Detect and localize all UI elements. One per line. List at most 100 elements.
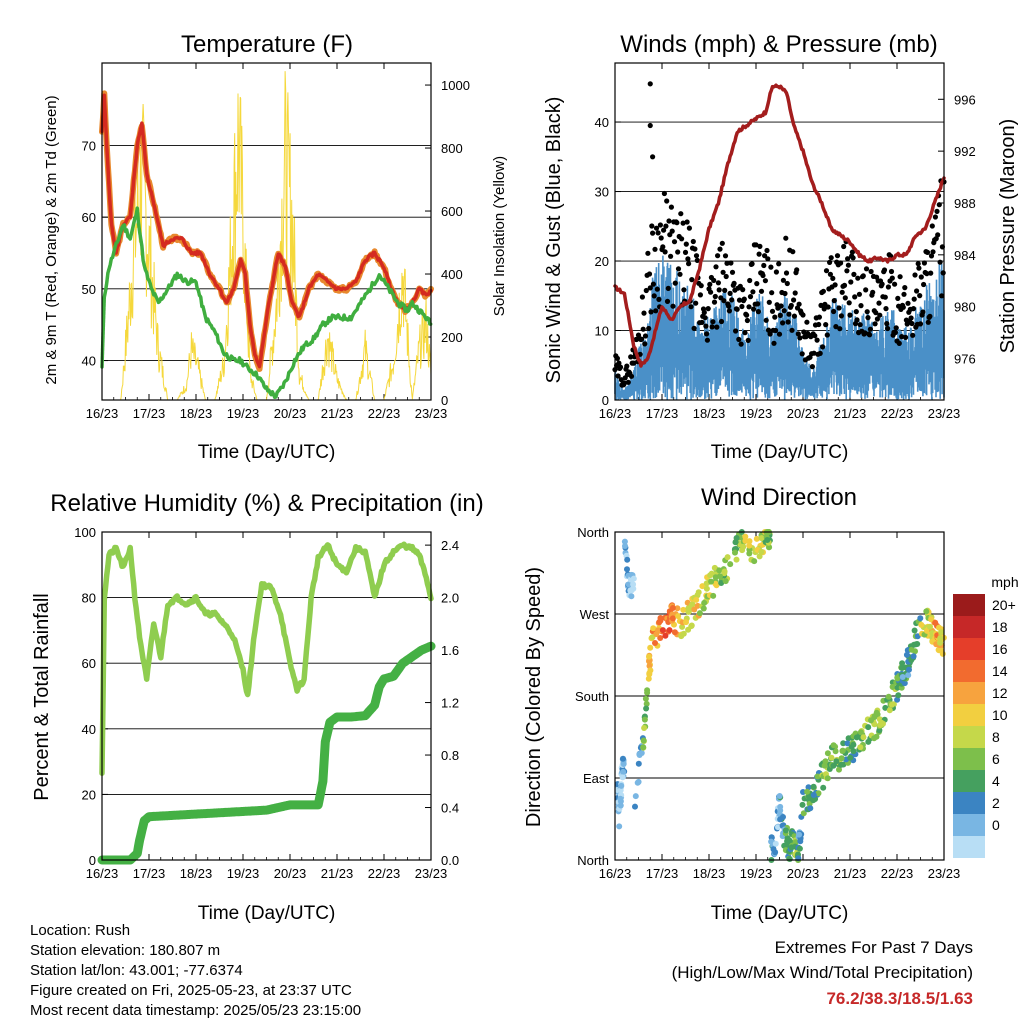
gust-point <box>645 250 651 256</box>
direction-point <box>691 606 698 613</box>
gust-point <box>867 326 874 332</box>
gust-point <box>766 299 772 305</box>
direction-point <box>885 693 892 700</box>
gust-point <box>646 325 652 332</box>
gust-point <box>855 275 861 281</box>
gust-point <box>668 253 674 259</box>
gust-point <box>741 296 747 302</box>
gust-point <box>628 373 635 379</box>
gust-point <box>758 288 765 294</box>
direction-point <box>624 566 630 573</box>
x-tick-label: 19/23 <box>227 866 260 881</box>
gust-point <box>836 305 842 311</box>
direction-point <box>833 758 840 765</box>
gust-point <box>888 268 895 275</box>
gust-point <box>911 296 917 302</box>
y-tick-label: North <box>577 853 609 868</box>
direction-point <box>652 640 658 646</box>
x-tick-label: 20/23 <box>274 406 307 421</box>
gust-point <box>699 319 705 325</box>
gust-point <box>718 318 725 325</box>
speed-legend: mph 20+ 18 16 14 12 10 8 6 4 2 0 <box>953 574 1019 858</box>
direction-point <box>800 810 807 817</box>
plot-frame <box>614 62 945 401</box>
direction-point <box>724 554 731 561</box>
direction-point <box>632 793 639 800</box>
gust-point <box>917 321 924 327</box>
direction-point <box>756 553 763 560</box>
legend-swatch <box>953 594 985 616</box>
direction-point <box>939 650 946 657</box>
direction-point <box>696 610 703 617</box>
direction-point <box>799 801 806 808</box>
direction-point <box>733 556 740 563</box>
pressure-series <box>613 83 946 368</box>
direction-point <box>616 823 623 830</box>
gust-point <box>616 360 622 366</box>
direction-point <box>646 658 652 665</box>
direction-point <box>857 744 864 751</box>
gust-point <box>693 253 700 259</box>
gust-point <box>662 249 668 255</box>
gust-point <box>744 317 751 324</box>
x-axis-label: Time (Day/UTC) <box>198 442 336 463</box>
x-tick-label: 22/23 <box>881 406 914 421</box>
gust-point <box>653 225 660 231</box>
gust-point <box>672 280 678 286</box>
gust-point <box>777 312 783 318</box>
gust-point <box>750 289 756 295</box>
direction-point <box>640 744 647 751</box>
gust-point <box>895 295 901 301</box>
gust-point <box>679 236 685 242</box>
direction-point <box>683 619 689 626</box>
x-tick-label: 16/23 <box>86 866 119 881</box>
direction-point <box>764 537 771 543</box>
legend-label: 8 <box>992 729 1000 745</box>
gust-point <box>932 214 939 220</box>
gust-point <box>762 253 768 259</box>
y-tick-label: 40 <box>595 115 609 130</box>
legend-swatch <box>953 660 985 682</box>
gust-point <box>856 291 863 297</box>
y-right-tick-label: 976 <box>954 352 976 367</box>
gust-point <box>860 273 866 279</box>
gust-point <box>674 220 680 226</box>
legend-label: 16 <box>992 641 1008 657</box>
gust-point <box>797 335 803 341</box>
gust-point <box>820 344 826 350</box>
gust-point <box>723 273 729 280</box>
gust-point <box>925 319 931 325</box>
x-tick-label: 23/23 <box>928 406 961 421</box>
gust-point <box>824 332 830 338</box>
x-axis-label: Time (Day/UTC) <box>198 903 336 924</box>
extremes-subtitle: (High/Low/Max Wind/Total Precipitation) <box>671 963 973 982</box>
gust-point <box>670 303 676 309</box>
gust-point <box>625 379 631 385</box>
direction-point <box>617 787 624 794</box>
extremes-values: 76.2/38.3/18.5/1.63 <box>826 989 973 1008</box>
created-text: Figure created on Fri, 2025-05-23, at 23… <box>30 982 352 999</box>
gust-point <box>702 315 708 321</box>
direction-point <box>674 605 681 612</box>
gust-point <box>830 275 836 281</box>
direction-point <box>680 630 687 637</box>
gust-point <box>715 253 721 259</box>
gust-point <box>701 309 707 316</box>
gust-point <box>642 333 649 339</box>
gust-point <box>935 232 941 238</box>
gust-point <box>733 328 739 334</box>
gust-point <box>928 253 935 259</box>
gust-point <box>867 332 873 338</box>
direction-point <box>923 608 930 615</box>
y-tick-label: 40 <box>82 354 96 369</box>
gust-point <box>761 262 767 269</box>
y-right-tick-label: 600 <box>441 204 463 219</box>
direction-point <box>653 631 660 638</box>
y-tick-label: East <box>583 771 609 786</box>
y-right-tick-label: 2.4 <box>441 538 459 553</box>
x-tick-label: 18/23 <box>693 406 726 421</box>
gust-point <box>664 298 671 304</box>
direction-point <box>777 803 784 810</box>
direction-point <box>918 621 925 628</box>
gust-point <box>883 306 889 312</box>
